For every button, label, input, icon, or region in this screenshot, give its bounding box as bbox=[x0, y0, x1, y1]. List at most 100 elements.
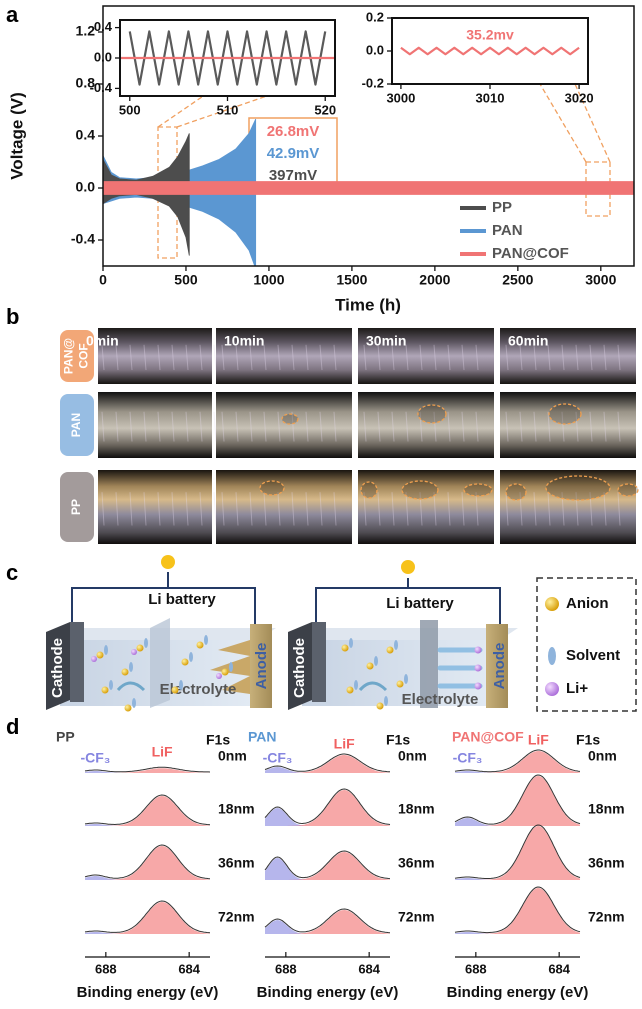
solvent bbox=[204, 635, 208, 645]
photo-texture bbox=[115, 492, 119, 526]
solvent bbox=[374, 656, 378, 666]
photo-texture bbox=[617, 411, 621, 442]
time-label: 10min bbox=[224, 333, 264, 349]
anion bbox=[221, 668, 229, 676]
photo-texture bbox=[575, 344, 579, 371]
peak-component bbox=[455, 776, 580, 826]
solvent bbox=[129, 662, 133, 672]
photo-texture bbox=[235, 492, 239, 526]
photo-texture bbox=[305, 411, 309, 442]
legend-label: Anion bbox=[566, 595, 609, 612]
anion bbox=[124, 704, 132, 712]
photo-texture bbox=[157, 411, 161, 442]
li-ion bbox=[474, 682, 482, 690]
solvent bbox=[384, 696, 388, 706]
cathode bbox=[288, 622, 312, 710]
x-tick-label: 1000 bbox=[253, 272, 284, 288]
spectrum-title: PAN@COF bbox=[452, 729, 524, 745]
depth-label: 0nm bbox=[588, 748, 617, 764]
x-tick-label: 3010 bbox=[476, 90, 505, 105]
photo bbox=[358, 328, 494, 384]
solvent bbox=[179, 680, 183, 690]
x-tick-label: 520 bbox=[314, 102, 336, 117]
peak-component bbox=[265, 858, 390, 880]
peak-component bbox=[265, 910, 390, 934]
time-label: 60min bbox=[508, 333, 548, 349]
y-tick-label: 0.8 bbox=[76, 75, 96, 91]
ion-path bbox=[437, 647, 483, 689]
photo-texture bbox=[249, 492, 253, 526]
photo-texture bbox=[157, 344, 161, 371]
spectrum bbox=[264, 753, 391, 773]
photo bbox=[216, 392, 352, 458]
photo-texture bbox=[547, 344, 551, 371]
photo bbox=[358, 392, 494, 458]
photo-texture bbox=[405, 411, 409, 442]
photo-texture bbox=[277, 411, 281, 442]
photo-texture bbox=[199, 492, 203, 526]
spectrum bbox=[454, 824, 581, 879]
solvent bbox=[394, 640, 398, 650]
anion bbox=[346, 686, 354, 694]
bulb bbox=[401, 560, 415, 574]
photo-texture bbox=[533, 344, 537, 371]
peak-label: -CF₃ bbox=[81, 750, 111, 766]
photo-texture bbox=[213, 492, 217, 526]
photo-texture bbox=[405, 344, 409, 371]
peak-component bbox=[85, 932, 210, 934]
photo-texture bbox=[505, 411, 509, 442]
photo-texture bbox=[377, 411, 381, 442]
photo-texture bbox=[319, 492, 323, 526]
row-label-box bbox=[60, 394, 94, 456]
depth-label: 18nm bbox=[398, 801, 435, 817]
panel-label: a bbox=[6, 2, 19, 27]
x-tick-label: 500 bbox=[174, 272, 198, 288]
photo-texture bbox=[433, 492, 437, 526]
anion bbox=[96, 651, 104, 659]
x-axis-title: Binding energy (eV) bbox=[447, 984, 589, 1001]
y-tick-label: 1.2 bbox=[76, 23, 96, 39]
photo-texture bbox=[129, 492, 133, 526]
photo bbox=[216, 328, 352, 384]
photo-texture bbox=[291, 492, 295, 526]
peak-component bbox=[455, 888, 580, 934]
peak-label: -CF₃ bbox=[263, 750, 293, 766]
legend-label: PAN@COF bbox=[492, 245, 569, 262]
photo-texture bbox=[305, 344, 309, 371]
photo-texture bbox=[185, 411, 189, 442]
li-ion bbox=[131, 649, 137, 655]
photo-texture bbox=[277, 344, 281, 371]
peak-label: LiF bbox=[152, 744, 173, 760]
depth-label: 72nm bbox=[588, 909, 625, 925]
anion-icon bbox=[545, 597, 559, 611]
cathode-label: Cathode bbox=[291, 638, 308, 698]
annotation: 397mV bbox=[269, 167, 317, 184]
y-tick-label: 0.2 bbox=[366, 9, 384, 24]
solvent bbox=[349, 638, 353, 648]
photo-texture bbox=[391, 344, 395, 371]
row-label-box bbox=[60, 472, 94, 542]
photo-texture bbox=[319, 344, 323, 371]
photo-texture bbox=[333, 344, 337, 371]
x-tick-label: 688 bbox=[275, 961, 297, 976]
dendrite-marker bbox=[360, 481, 378, 499]
cell-top bbox=[302, 628, 518, 640]
electrolyte-label: Electrolyte bbox=[402, 691, 479, 708]
li-ion bbox=[474, 646, 482, 654]
photo-texture bbox=[221, 492, 225, 526]
wire bbox=[71, 587, 256, 642]
spectrum bbox=[84, 794, 211, 826]
peak-component bbox=[85, 768, 210, 773]
photo-texture bbox=[171, 344, 175, 371]
solvent bbox=[229, 662, 233, 672]
photo-texture bbox=[319, 411, 323, 442]
y-tick-label: -0.4 bbox=[71, 231, 95, 247]
band bbox=[103, 181, 634, 195]
dendrite-marker bbox=[463, 483, 493, 497]
peak-component bbox=[85, 876, 210, 880]
spectrum bbox=[454, 886, 581, 934]
anion bbox=[386, 646, 394, 654]
anion bbox=[196, 641, 204, 649]
solvent bbox=[109, 680, 113, 690]
li-ion bbox=[474, 664, 482, 672]
